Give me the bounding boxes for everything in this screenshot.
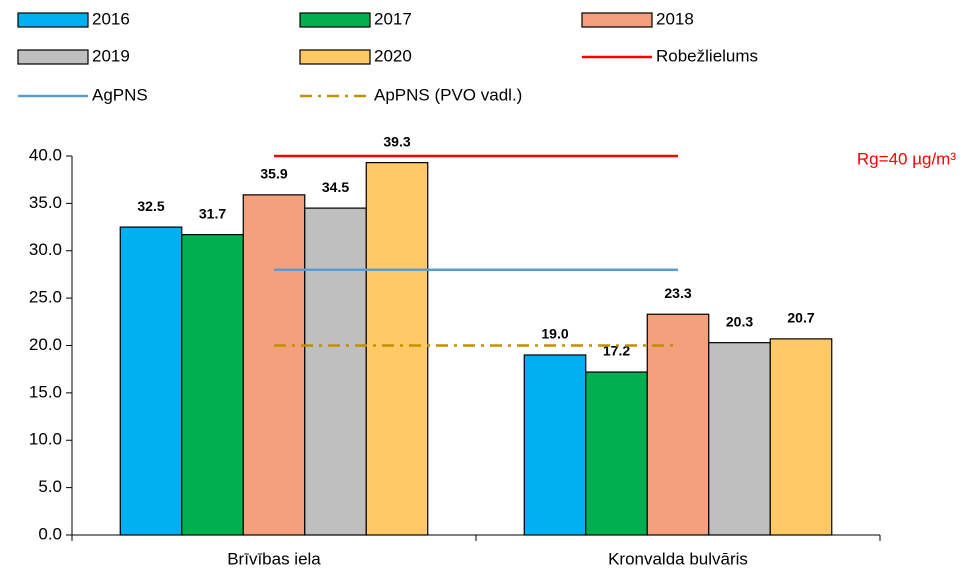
- bar: [365, 162, 429, 536]
- y-tick-label: 25.0: [29, 288, 62, 307]
- legend-label: 2016: [92, 9, 130, 28]
- bar: [119, 226, 183, 536]
- y-tick-label: 30.0: [29, 240, 62, 259]
- data-label: 39.3: [383, 133, 410, 149]
- y-tick-label: 0.0: [38, 524, 62, 543]
- bar: [769, 338, 833, 536]
- legend-swatch: [299, 12, 371, 28]
- data-label: 35.9: [260, 166, 287, 182]
- data-label: 20.3: [726, 313, 753, 329]
- legend-label: AgPNS: [92, 85, 148, 104]
- legend-swatch: [299, 49, 371, 65]
- legend-label: ApPNS (PVO vadl.): [374, 85, 522, 104]
- bar: [585, 371, 648, 536]
- legend-label: 2018: [656, 9, 694, 28]
- legend-label: 2020: [374, 46, 412, 65]
- data-label: 34.5: [322, 179, 349, 195]
- bar: [181, 234, 244, 536]
- legend-swatch: [17, 49, 89, 65]
- data-label: 23.3: [664, 285, 691, 301]
- bar: [523, 354, 587, 536]
- y-tick-label: 15.0: [29, 382, 62, 401]
- data-label: 31.7: [199, 205, 226, 221]
- data-label: 20.7: [787, 310, 814, 326]
- y-tick-label: 40.0: [29, 145, 62, 164]
- y-tick-label: 10.0: [29, 430, 62, 449]
- legend-label: 2019: [92, 46, 130, 65]
- bar: [304, 207, 367, 536]
- y-tick-label: 5.0: [38, 477, 62, 496]
- data-label: 32.5: [137, 198, 164, 214]
- bar: [708, 342, 771, 536]
- y-tick-label: 20.0: [29, 335, 62, 354]
- legend-label: Robežlielums: [656, 46, 758, 65]
- legend-swatch: [17, 12, 89, 28]
- bar: [242, 194, 306, 536]
- legend-label: 2017: [374, 9, 412, 28]
- annotation: Rg=40 µg/m³: [857, 149, 956, 168]
- x-tick-label: Brīvības iela: [227, 549, 321, 568]
- x-tick-label: Kronvalda bulvāris: [608, 549, 748, 568]
- bar: [646, 313, 710, 536]
- data-label: 19.0: [541, 326, 568, 342]
- legend-swatch: [581, 12, 653, 28]
- y-tick-label: 35.0: [29, 193, 62, 212]
